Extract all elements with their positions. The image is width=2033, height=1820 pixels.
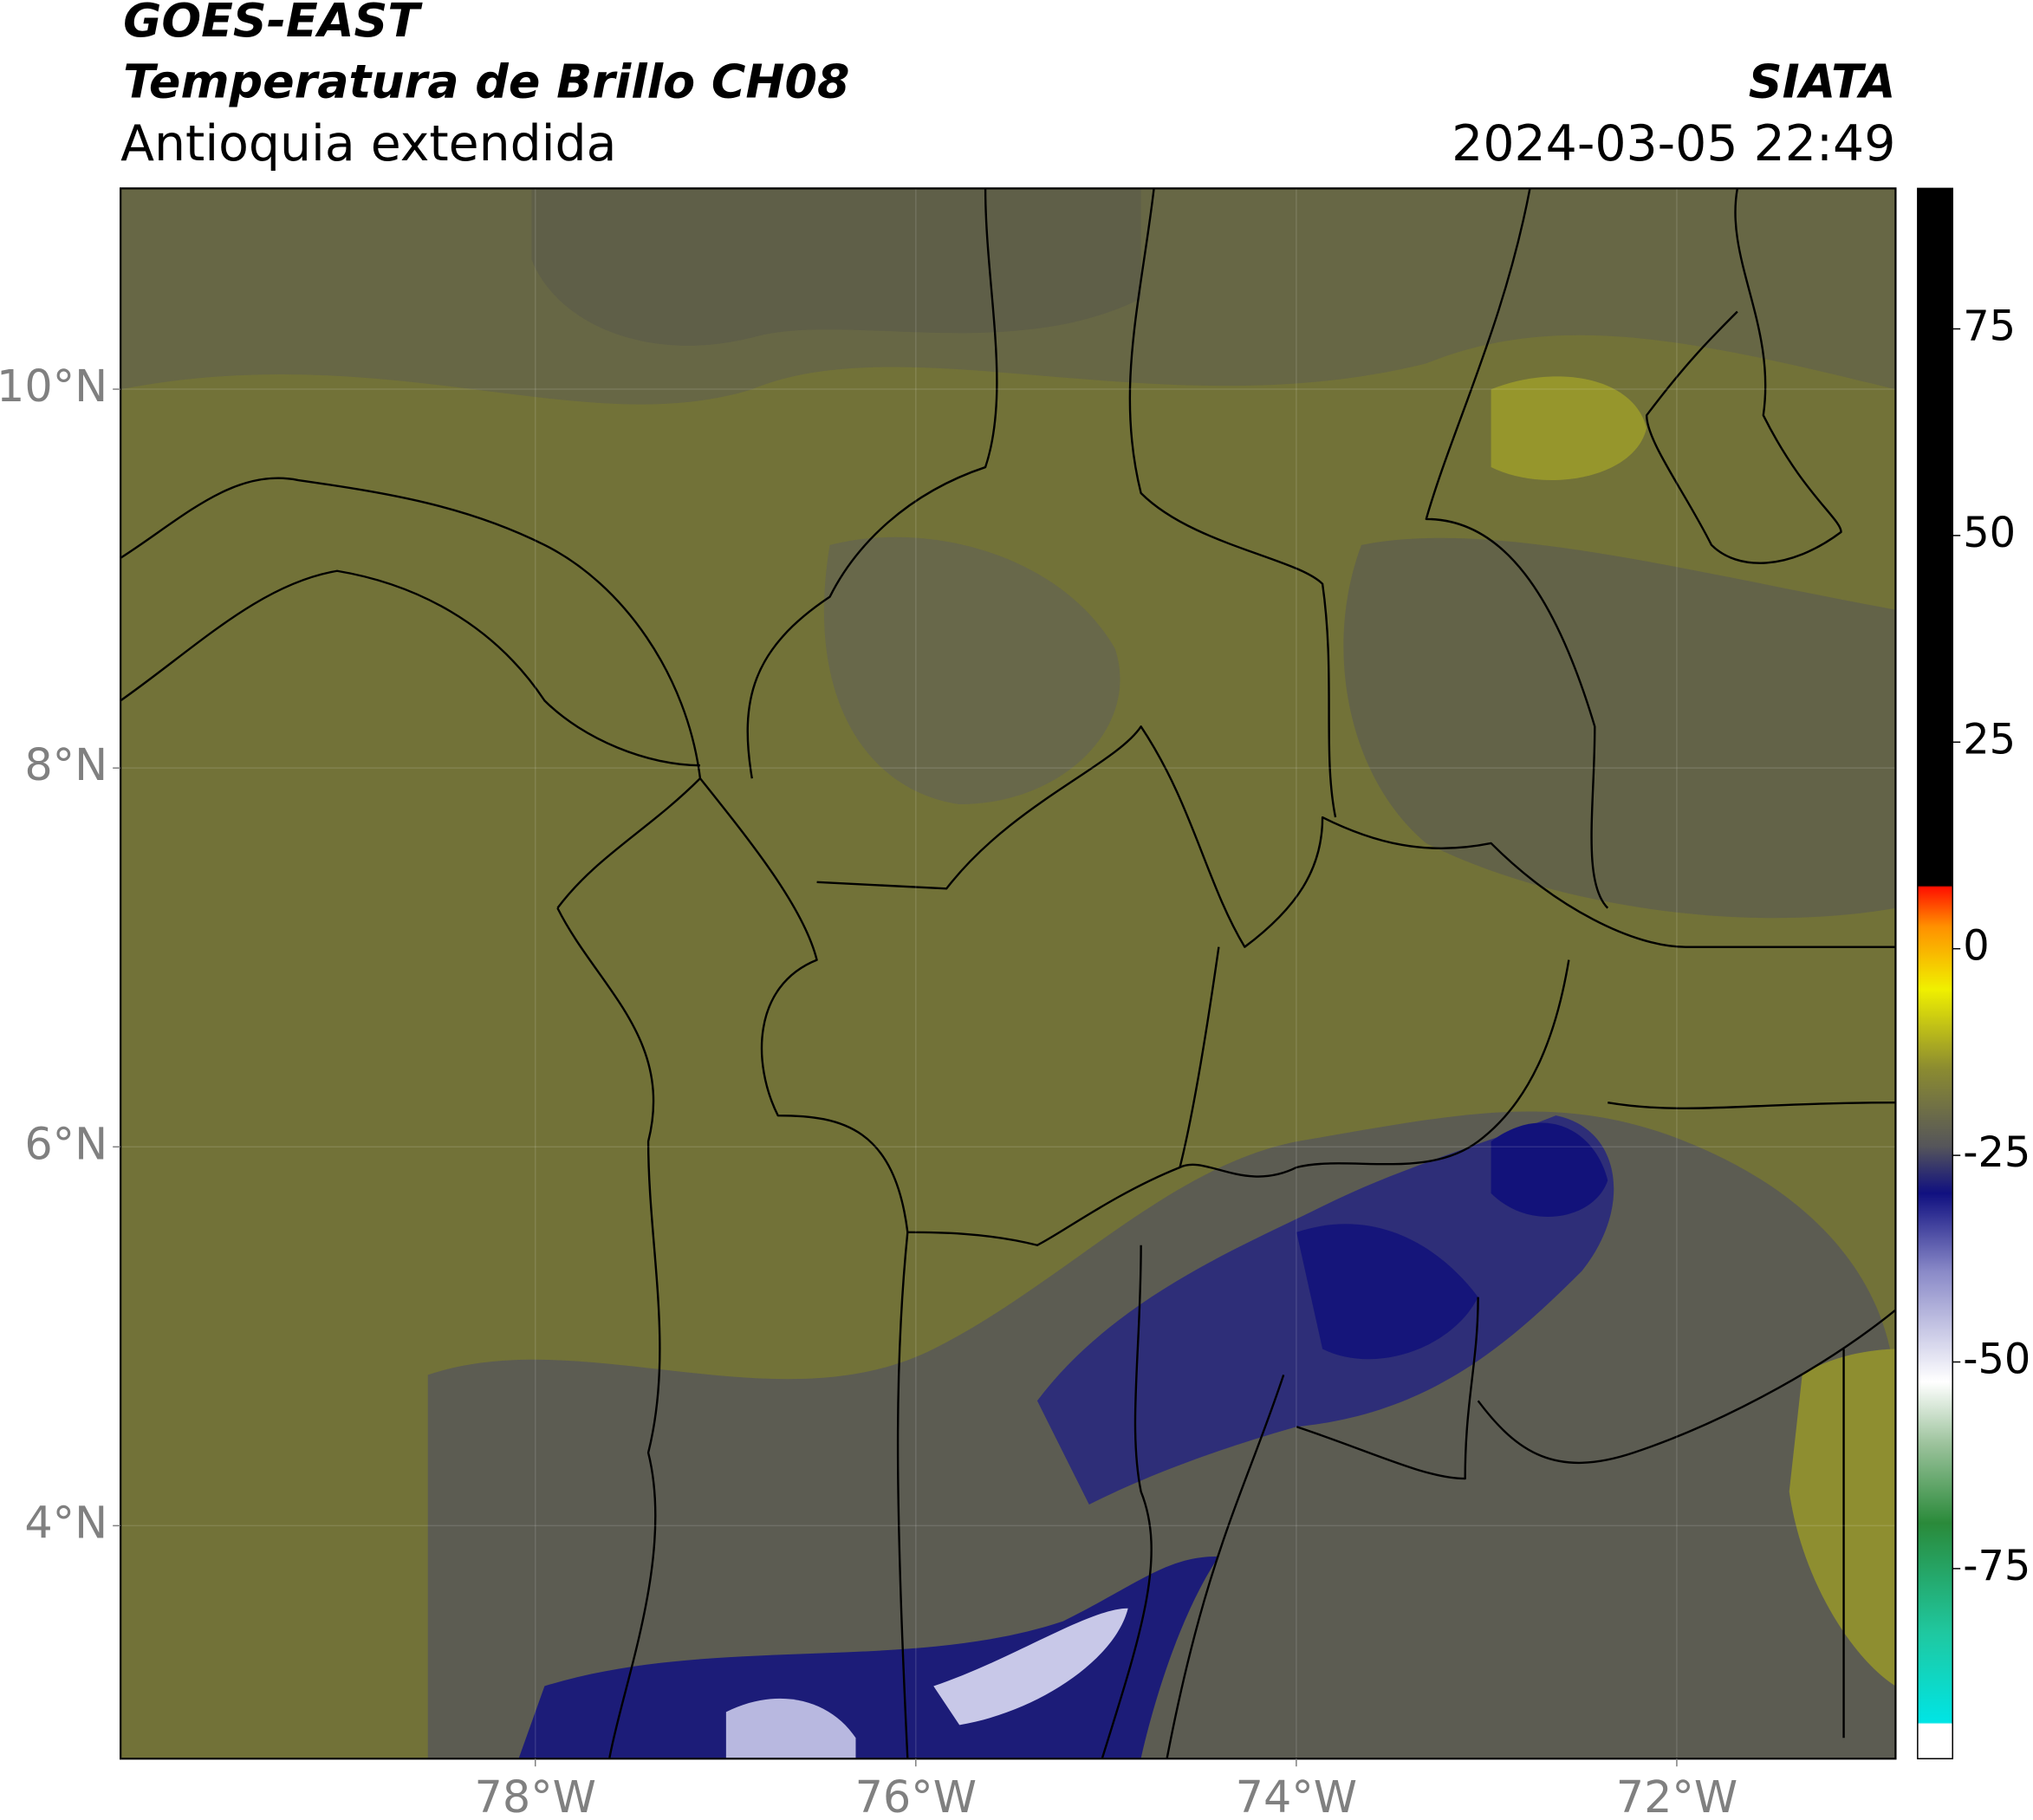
x-tick-label: 76°W	[855, 1771, 977, 1820]
border	[746, 188, 1337, 818]
coastline	[556, 907, 661, 1759]
y-tick-label: 10°N	[0, 361, 107, 412]
cold-area	[1491, 1122, 1608, 1218]
map	[120, 188, 1896, 1759]
warm-area	[1789, 1349, 1896, 1687]
colorbar-tick-label: 75	[1963, 302, 2016, 350]
y-tick-label: 4°N	[24, 1497, 107, 1548]
border	[1425, 188, 1842, 909]
colorbar-tick-label: -75	[1963, 1543, 2030, 1590]
region: Antioquia extendida	[120, 115, 616, 172]
x-tick-label: 78°W	[475, 1771, 596, 1820]
border	[1477, 1101, 1896, 1739]
agency: SIATA	[1749, 54, 1896, 108]
title: Temperatura de Brillo CH08	[123, 54, 849, 108]
colorbar-tick-label: -50	[1963, 1336, 2030, 1384]
coastline	[120, 477, 702, 909]
source: GOES-EAST	[123, 0, 423, 48]
colorbar-tick-label: -25	[1963, 1129, 2030, 1177]
border	[907, 946, 1570, 1246]
cloud-area	[1343, 537, 1896, 919]
very-cold-area	[725, 1698, 856, 1759]
colorbar	[1917, 187, 1953, 1759]
cold-area	[1296, 1224, 1478, 1360]
x-tick-label: 72°W	[1616, 1771, 1737, 1820]
colorbar-tick-label: 25	[1963, 716, 2016, 764]
grid	[120, 188, 1896, 1759]
cold-area	[518, 1556, 1219, 1759]
y-tick-label: 6°N	[24, 1118, 107, 1169]
datetime: 2024-03-05 22:49	[1452, 115, 1895, 172]
map-frame	[120, 187, 1897, 1760]
y-tick-label: 8°N	[24, 739, 107, 790]
colorbar-tick-label: 0	[1963, 923, 1989, 971]
cloud-area	[531, 188, 1141, 346]
border	[1101, 1245, 1479, 1759]
border	[698, 777, 909, 1759]
warm-area	[1491, 376, 1647, 481]
x-tick-label: 74°W	[1236, 1771, 1357, 1820]
cloud-area	[823, 536, 1120, 805]
very-cold-area	[933, 1608, 1128, 1726]
colorbar-tick-label: 50	[1963, 510, 2016, 557]
border	[816, 725, 1896, 948]
